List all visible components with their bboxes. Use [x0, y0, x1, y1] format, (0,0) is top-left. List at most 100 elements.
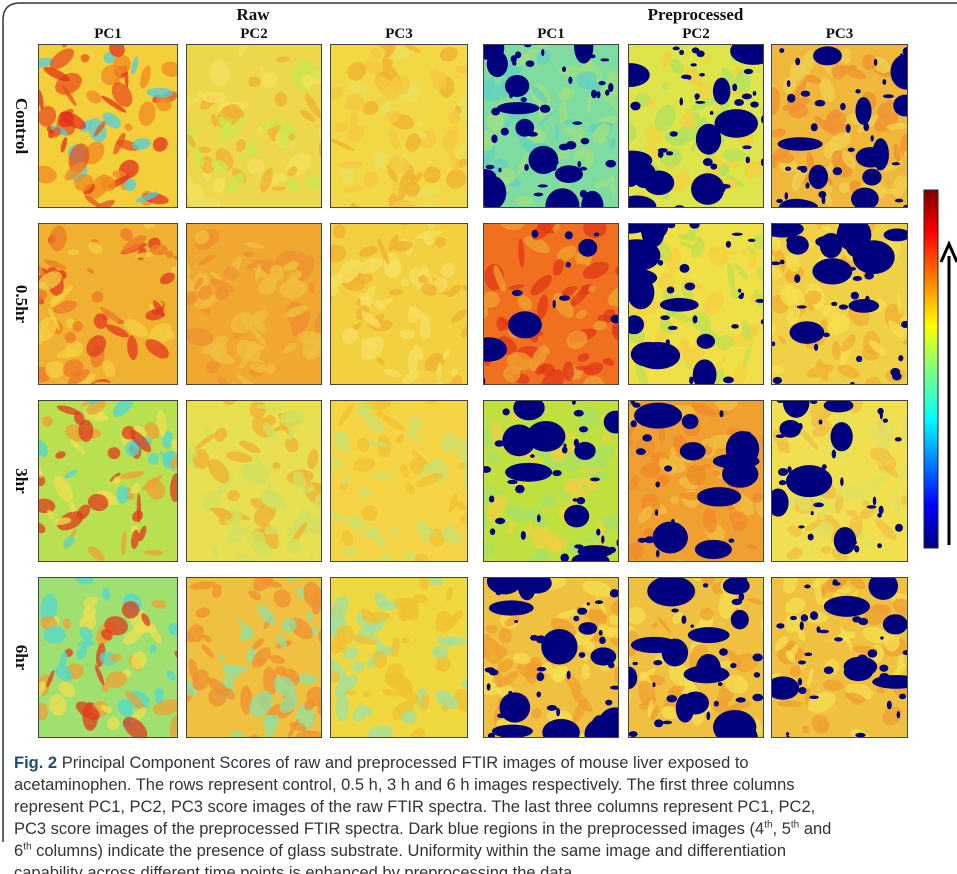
texture	[38, 442, 39, 466]
substrate	[778, 480, 787, 486]
texture	[64, 161, 86, 181]
texture	[121, 235, 147, 254]
texture	[239, 440, 261, 454]
texture	[43, 66, 70, 82]
texture	[188, 624, 205, 643]
substrate	[714, 109, 759, 138]
substrate	[752, 693, 764, 702]
texture	[84, 141, 105, 165]
texture	[658, 427, 666, 443]
substrate	[652, 682, 656, 688]
substrate	[855, 97, 872, 125]
substrate	[782, 400, 810, 418]
substrate	[800, 614, 809, 622]
texture	[702, 508, 717, 534]
texture	[149, 627, 162, 644]
substrate	[738, 592, 745, 601]
substrate	[637, 537, 647, 543]
texture	[68, 369, 90, 385]
column-label: PC2	[682, 26, 710, 42]
texture	[144, 422, 160, 439]
texture	[341, 328, 359, 345]
texture	[886, 123, 908, 130]
texture	[255, 264, 261, 282]
substrate	[695, 100, 706, 104]
texture	[786, 306, 801, 325]
texture	[346, 93, 366, 111]
substrate	[863, 122, 870, 132]
caption-text: , 5	[772, 820, 791, 838]
substrate	[855, 732, 866, 738]
texture	[744, 158, 756, 180]
texture	[127, 335, 138, 360]
substrate	[603, 410, 619, 434]
texture	[194, 431, 219, 450]
texture	[209, 271, 222, 280]
substrate	[799, 621, 804, 631]
texture	[76, 646, 88, 660]
substrate	[852, 275, 863, 282]
substrate	[514, 620, 519, 624]
substrate	[777, 137, 823, 151]
texture	[848, 400, 863, 414]
substrate	[755, 298, 764, 303]
texture	[377, 98, 388, 103]
tile-border	[628, 223, 764, 385]
texture	[887, 320, 905, 338]
texture	[281, 617, 297, 633]
texture	[657, 272, 677, 292]
texture	[330, 670, 340, 684]
substrate	[483, 175, 507, 208]
texture	[276, 634, 287, 649]
texture	[917, 103, 947, 137]
texture	[565, 674, 582, 693]
texture	[358, 487, 371, 497]
texture	[202, 490, 220, 512]
substrate	[524, 163, 529, 171]
texture	[347, 61, 367, 81]
substrate	[664, 465, 673, 472]
substrate	[699, 73, 705, 77]
substrate	[681, 413, 699, 430]
texture	[197, 254, 216, 266]
substrate	[800, 165, 808, 173]
tile-border	[330, 44, 468, 208]
substrate	[823, 666, 834, 675]
substrate	[785, 732, 790, 736]
texture	[100, 704, 113, 714]
substrate	[725, 240, 732, 248]
texture	[640, 462, 661, 479]
texture	[100, 176, 116, 192]
substrate	[710, 163, 718, 170]
substrate	[747, 238, 756, 242]
substrate	[786, 80, 791, 87]
substrate	[882, 94, 894, 99]
texture	[407, 349, 418, 374]
texture	[387, 164, 398, 183]
texture	[107, 717, 120, 731]
substrate	[868, 577, 899, 600]
tile-border	[330, 223, 468, 385]
texture	[121, 601, 140, 619]
texture	[116, 139, 140, 151]
texture	[618, 469, 629, 480]
substrate	[531, 229, 539, 238]
texture	[361, 311, 381, 328]
substrate	[641, 254, 653, 263]
substrate	[628, 731, 638, 738]
texture	[661, 705, 679, 720]
texture	[42, 416, 53, 427]
substrate	[559, 295, 570, 301]
texture	[439, 46, 458, 62]
texture	[666, 247, 682, 273]
texture	[272, 462, 281, 470]
texture	[209, 59, 230, 87]
caption-superscript: th	[764, 819, 773, 831]
texture	[348, 515, 366, 531]
substrate	[486, 50, 508, 78]
texture	[384, 368, 401, 378]
texture	[912, 442, 925, 469]
texture	[894, 463, 908, 480]
texture	[583, 362, 604, 376]
texture	[725, 649, 739, 663]
